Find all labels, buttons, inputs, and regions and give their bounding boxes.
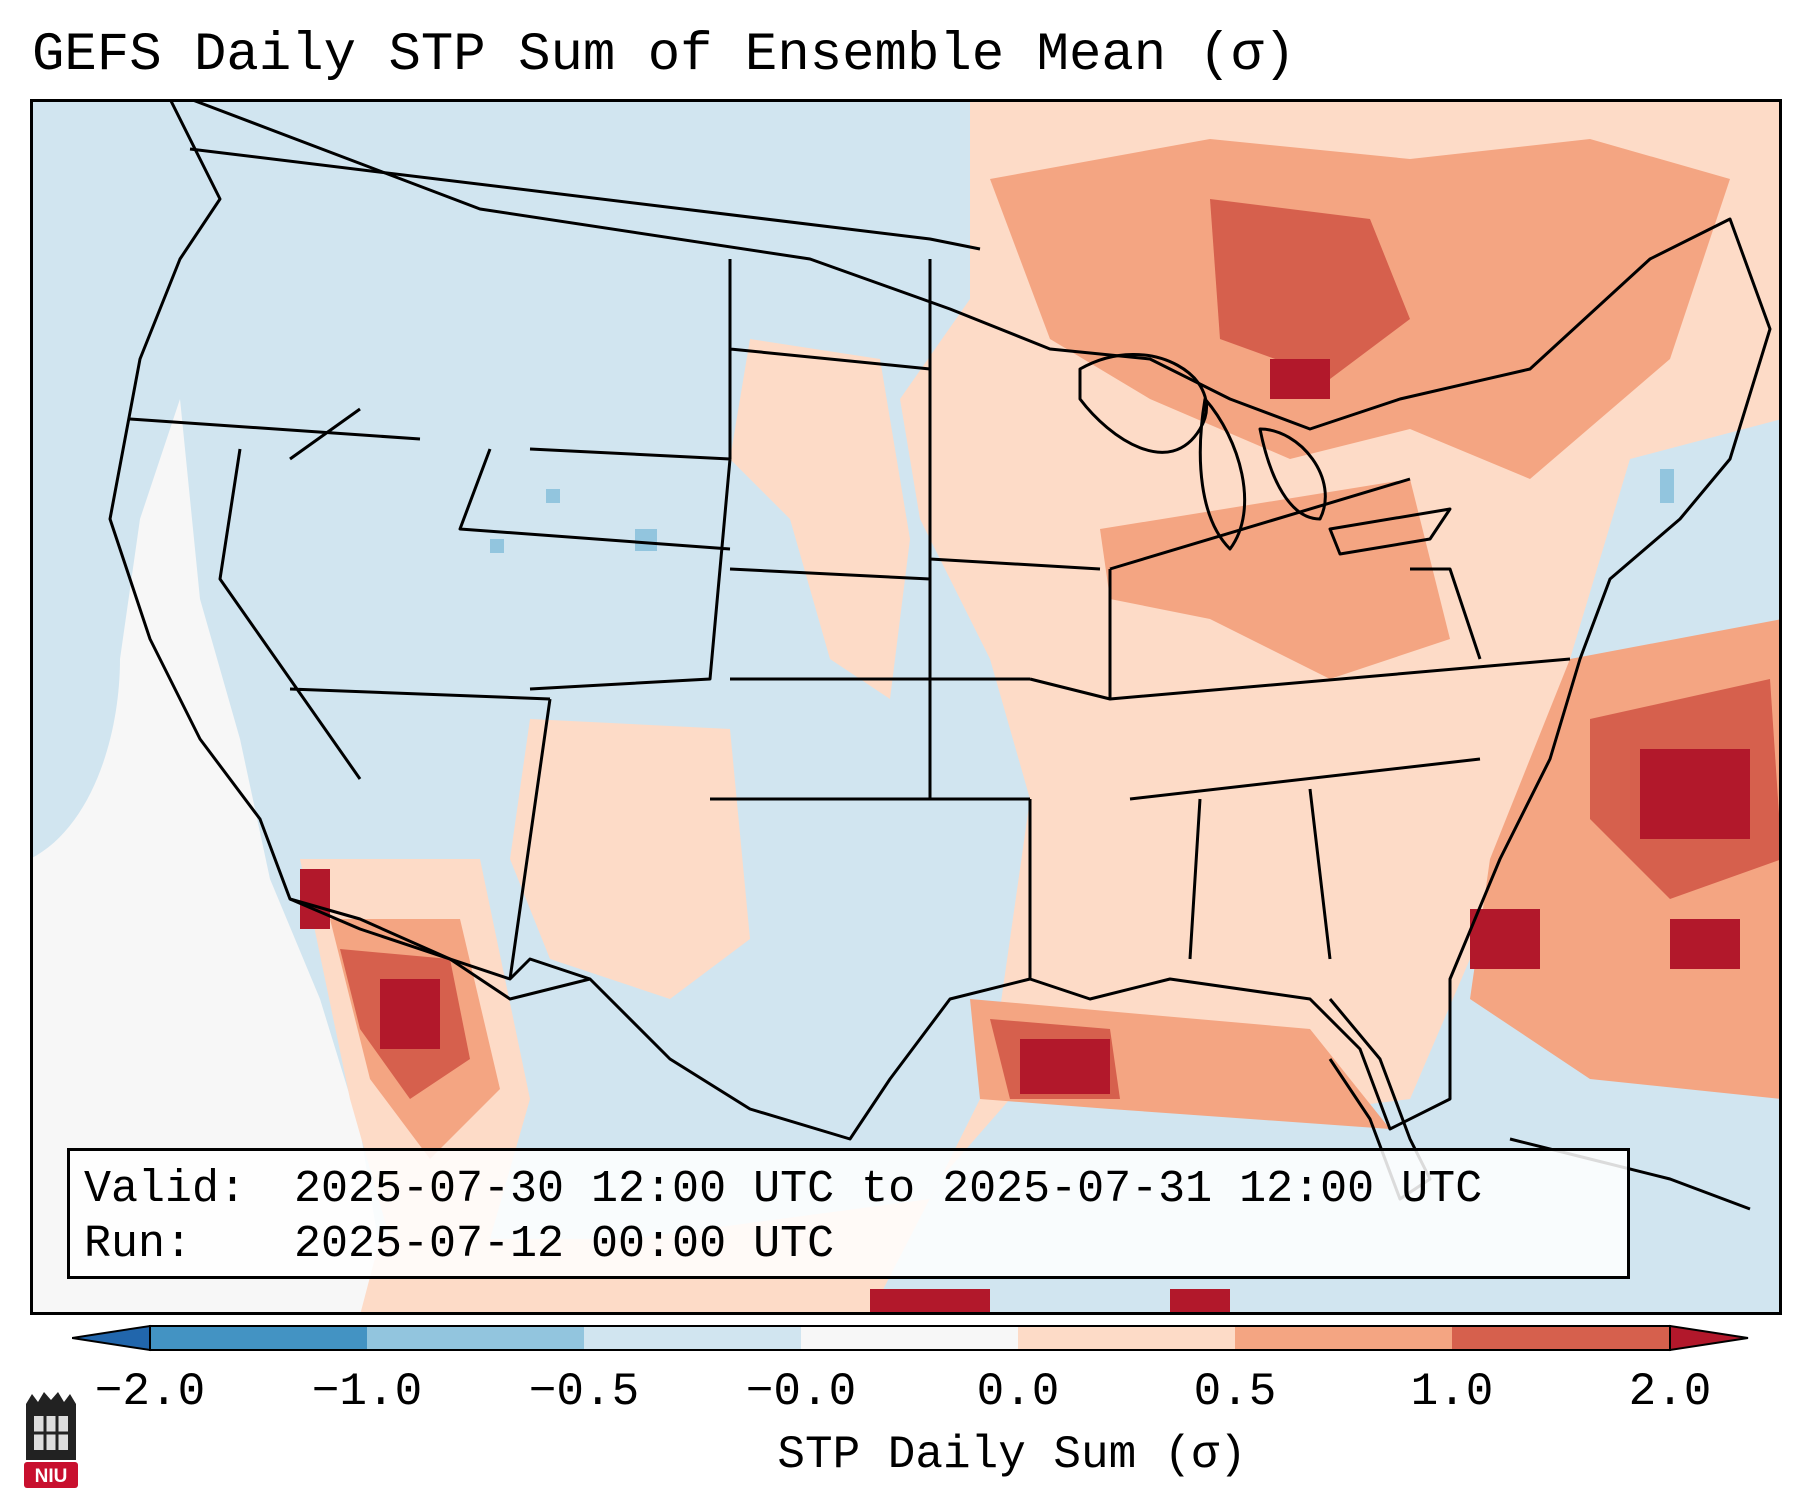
negative-anomaly-spots — [490, 469, 1674, 553]
colorbar-bin-6 — [1235, 1326, 1452, 1350]
tick-0: 0.0 — [976, 1366, 1060, 1418]
logo-text: NIU — [35, 1466, 68, 1487]
tick-0-5: 0.5 — [1193, 1366, 1277, 1418]
colorbar-bin-7 — [1452, 1326, 1670, 1350]
us-outline — [108, 99, 1772, 1141]
valid-value: 2025-07-30 12:00 UTC to 2025-07-31 12:00… — [294, 1164, 1483, 1215]
colorbar-label: STP Daily Sum (σ) — [777, 1429, 1247, 1481]
valid-label: Valid: — [84, 1164, 247, 1215]
map-title: GEFS Daily STP Sum of Ensemble Mean (σ) — [32, 25, 1296, 86]
canada-border — [189, 147, 981, 251]
valid-time-box: Valid: 2025-07-30 12:00 UTC to 2025-07-31… — [67, 1148, 1630, 1279]
colorbar-bin-2 — [367, 1326, 584, 1350]
offshore-nodata-region — [30, 399, 390, 1315]
tick-2: 2.0 — [1628, 1366, 1712, 1418]
tick-neg-2: −2.0 — [94, 1366, 206, 1418]
run-value: 2025-07-12 00:00 UTC — [294, 1219, 835, 1270]
colorbar-under-triangle — [71, 1324, 151, 1352]
colorbar-bin-1 — [150, 1326, 367, 1350]
valid-row: Valid: 2025-07-30 12:00 UTC to 2025-07-31… — [84, 1162, 1613, 1217]
positive-anomaly-extreme — [300, 359, 1750, 1315]
tick-neg-0-5: −0.5 — [528, 1366, 640, 1418]
run-label: Run: — [84, 1219, 193, 1270]
tick-neg-1: −1.0 — [311, 1366, 423, 1418]
mexico-border — [289, 897, 591, 981]
colorbar-bin-3 — [584, 1326, 801, 1350]
run-row: Run: 2025-07-12 00:00 UTC — [84, 1217, 1613, 1272]
colorbar-over-triangle — [1669, 1324, 1749, 1352]
colorbar-bin-5 — [1018, 1326, 1235, 1350]
niu-seal-icon: NIU — [22, 1390, 80, 1495]
stp-map — [30, 99, 1782, 1315]
colorbar-bin-4 — [801, 1326, 1018, 1350]
great-lakes — [1078, 352, 1452, 556]
tick-neg-0: −0.0 — [745, 1366, 857, 1418]
colorbar — [71, 1320, 1752, 1361]
state-lines — [129, 259, 1571, 980]
political-boundaries — [108, 99, 1772, 1211]
tick-1: 1.0 — [1410, 1366, 1494, 1418]
